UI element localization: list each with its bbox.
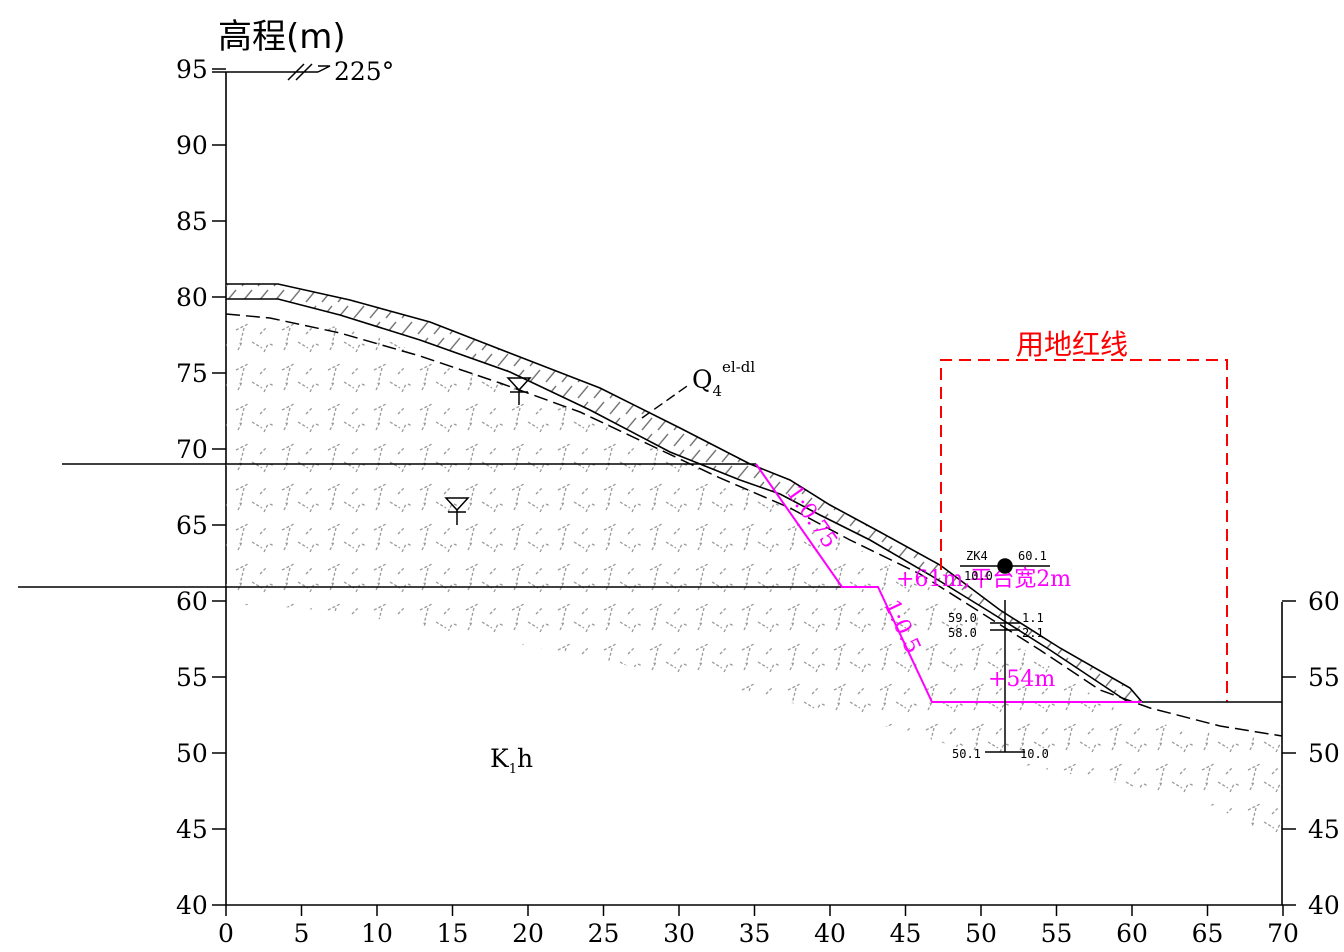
- x-tick-label: 20: [512, 919, 544, 948]
- direction-label: 225°: [334, 57, 394, 86]
- y-tick-label-right: 55: [1308, 663, 1340, 692]
- x-tick-label: 40: [814, 919, 846, 948]
- y-tick-label-right: 60: [1308, 587, 1340, 616]
- y-tick-label-left: 70: [176, 435, 208, 464]
- x-tick-label: 55: [1041, 919, 1073, 948]
- y-tick-label-left: 95: [176, 55, 208, 84]
- bedrock-boundary: [225, 313, 1283, 737]
- x-tick-label: 45: [890, 919, 922, 948]
- borehole-bottom-elev: 50.1: [952, 747, 981, 761]
- x-tick-label: 35: [739, 919, 771, 948]
- q4-leader: [641, 383, 691, 419]
- x-tick-label: 65: [1192, 919, 1224, 948]
- borehole-top-depth: 10.0: [964, 569, 993, 583]
- q4-label: Q4el-dl: [692, 358, 755, 400]
- borehole-layer1-elev: 59.0: [948, 611, 977, 625]
- y-tick-label-right: 40: [1308, 891, 1340, 920]
- x-tick-label: 70: [1267, 919, 1299, 948]
- borehole-id: ZK4: [966, 549, 988, 563]
- borehole-layer2-depth: 2.1: [1022, 626, 1044, 640]
- x-ticks: 0 5 10 15 20 25 30 35 40 45 50 55 60 65 70: [218, 905, 1299, 948]
- borehole-zk4: [960, 558, 1050, 753]
- x-tick-label: 0: [218, 919, 234, 948]
- toe-note: +54m: [988, 667, 1055, 692]
- x-tick-label: 10: [361, 919, 393, 948]
- y-tick-label-left: 55: [176, 663, 208, 692]
- x-tick-label: 15: [437, 919, 469, 948]
- y-tick-label-right: 45: [1308, 815, 1340, 844]
- x-tick-label: 5: [294, 919, 310, 948]
- y-tick-label-left: 80: [176, 283, 208, 312]
- y-tick-label-right: 50: [1308, 739, 1340, 768]
- direction-marker: [212, 63, 331, 81]
- water-level-lines: [18, 463, 842, 588]
- design-cut-line: [755, 463, 1142, 703]
- y-ticks-right: 60 55 50 45 40: [1282, 587, 1340, 920]
- redline-label: 用地红线: [1016, 328, 1128, 361]
- bedrock-hatch-zone: [226, 312, 1282, 840]
- x-tick-label: 60: [1116, 919, 1148, 948]
- x-tick-label: 25: [588, 919, 620, 948]
- borehole-layer2-elev: 58.0: [948, 626, 977, 640]
- y-tick-label-left: 45: [176, 815, 208, 844]
- axis-title: 高程(m): [218, 17, 346, 57]
- y-tick-label-left: 60: [176, 587, 208, 616]
- ground-lines: [226, 283, 1143, 703]
- y-tick-label-left: 85: [176, 207, 208, 236]
- land-use-redline: [940, 359, 1228, 702]
- borehole-layer1-depth: 1.1: [1022, 611, 1044, 625]
- x-tick-label: 30: [663, 919, 695, 948]
- y-tick-label-left: 65: [176, 511, 208, 540]
- y-tick-label-left: 75: [176, 359, 208, 388]
- y-tick-label-left: 90: [176, 131, 208, 160]
- y-tick-label-left: 50: [176, 739, 208, 768]
- x-tick-label: 50: [965, 919, 997, 948]
- k1h-label: K1h: [490, 744, 533, 777]
- borehole-bottom-depth: 10.0: [1020, 747, 1049, 761]
- y-tick-label-left: 40: [176, 891, 208, 920]
- platform-note: +61m,平台宽2m: [896, 567, 1071, 592]
- y-ticks-left: 95 90 85 80 75 70 65 60 55 50 45 40: [176, 55, 226, 920]
- borehole-top-elev: 60.1: [1018, 549, 1047, 563]
- water-table-symbol: [444, 377, 532, 525]
